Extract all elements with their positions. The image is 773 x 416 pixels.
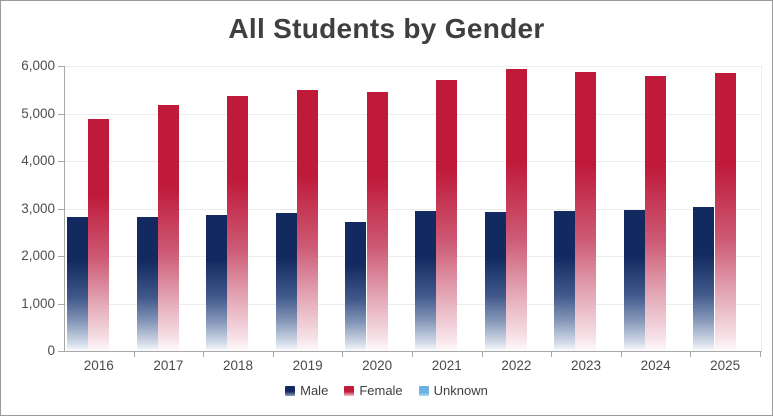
bar-female-2017	[157, 105, 179, 351]
bar-male-2016	[67, 217, 88, 351]
bar-male-2021	[415, 210, 436, 351]
y-axis-label: 5,000	[21, 105, 55, 121]
gridline	[65, 208, 761, 210]
gridline	[65, 161, 761, 162]
gridline	[65, 66, 761, 67]
legend-item-female[interactable]: Female	[344, 383, 403, 398]
gridline	[65, 303, 761, 305]
gridline	[65, 113, 761, 115]
x-axis-label: 2022	[501, 358, 532, 373]
y-axis-tick	[58, 66, 64, 67]
x-axis-tick	[412, 351, 413, 357]
y-axis-label: 0	[47, 343, 55, 358]
x-axis-tick	[551, 351, 553, 357]
x-axis-tick	[690, 351, 692, 357]
legend-label-male: Male	[300, 383, 329, 398]
legend-item-male[interactable]: Male	[285, 383, 328, 398]
x-axis-tick	[481, 351, 483, 357]
y-axis-tick	[58, 256, 64, 257]
x-axis-tick	[620, 351, 622, 357]
x-axis-label: 2020	[362, 358, 393, 373]
bar-male-2025	[693, 206, 715, 351]
legend: Male Female Unknown	[1, 383, 772, 398]
bar-female-2024	[645, 76, 666, 351]
y-axis-label: 3,000	[21, 200, 55, 216]
x-axis-label: 2019	[292, 358, 323, 373]
bar-male-2018	[206, 214, 228, 351]
legend-label-unknown: Unknown	[433, 383, 488, 398]
x-axis-tick	[342, 351, 344, 357]
bar-male-2019	[275, 212, 297, 351]
legend-swatch-unknown-icon	[418, 385, 429, 396]
y-axis-tick	[58, 113, 64, 115]
x-axis-tick	[133, 351, 135, 357]
bar-female-2021	[436, 79, 458, 351]
legend-item-unknown[interactable]: Unknown	[418, 383, 488, 398]
bar-female-2019	[297, 89, 318, 351]
bar-female-2023	[575, 71, 597, 351]
x-axis-label: 2025	[710, 358, 741, 373]
plot-area	[64, 66, 762, 352]
x-axis-label: 2023	[570, 358, 601, 373]
y-axis-tick	[58, 161, 64, 162]
x-axis-tick	[760, 351, 761, 357]
bar-female-2016	[88, 118, 110, 351]
y-axis-tick	[58, 303, 64, 305]
x-axis-label: 2017	[153, 358, 184, 373]
y-axis-label: 4,000	[21, 153, 55, 168]
y-axis-label: 6,000	[21, 58, 55, 73]
x-axis-label: 2024	[640, 358, 671, 373]
y-axis-label: 2,000	[21, 248, 55, 263]
legend-swatch-male-icon	[285, 385, 296, 396]
x-axis-tick	[272, 351, 274, 357]
bar-female-2018	[227, 95, 249, 351]
x-axis-label: 2021	[431, 358, 462, 373]
x-axis-label: 2016	[83, 358, 114, 373]
legend-swatch-female-icon	[344, 385, 355, 396]
y-axis-label: 1,000	[21, 295, 55, 311]
bar-female-2025	[714, 73, 736, 351]
x-axis-tick	[203, 351, 205, 357]
gridline	[65, 256, 761, 257]
y-axis-tick	[58, 351, 64, 352]
bar-female-2020	[366, 92, 388, 351]
chart-title: All Students by Gender	[228, 13, 545, 44]
legend-label-female: Female	[359, 383, 403, 398]
bar-male-2022	[484, 211, 506, 351]
bar-male-2017	[136, 217, 158, 351]
bar-male-2023	[554, 211, 576, 351]
bar-male-2020	[345, 221, 367, 351]
bar-female-2022	[505, 68, 527, 351]
y-axis-tick	[58, 208, 64, 210]
x-axis-label: 2018	[222, 358, 253, 373]
bar-male-2024	[623, 209, 645, 351]
